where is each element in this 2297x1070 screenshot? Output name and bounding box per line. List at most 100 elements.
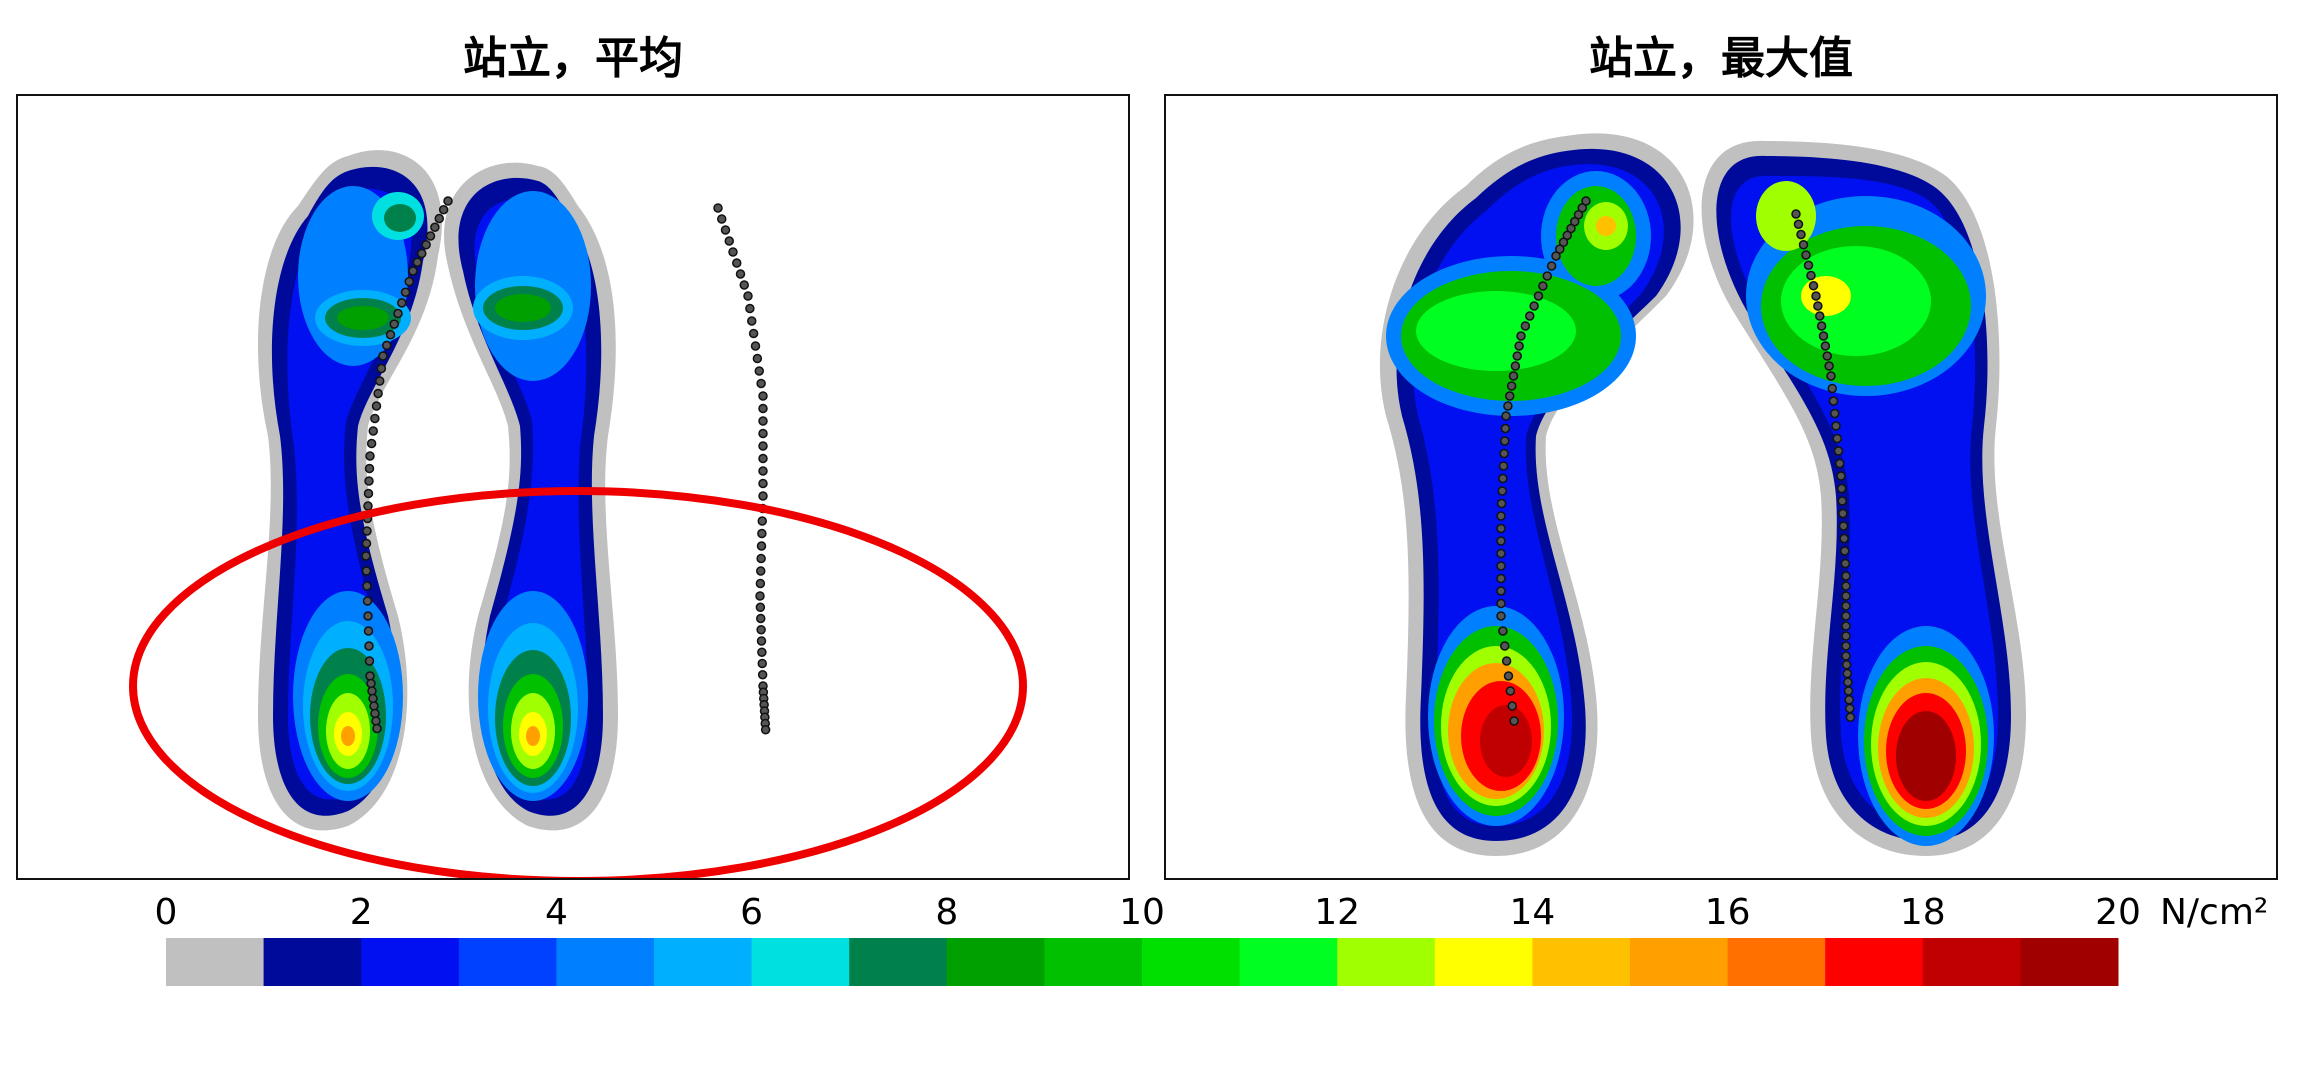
cop-point <box>1806 270 1816 281</box>
colorbar-svg: 0 2 4 6 8 10 12 14 16 18 20 N/cm² <box>155 892 2268 986</box>
colorbar-cell <box>263 938 362 986</box>
cop-point <box>732 258 742 268</box>
cop-point <box>1500 436 1510 446</box>
cop-point <box>1498 626 1508 636</box>
cop-point <box>1838 508 1848 519</box>
cop-point <box>364 476 374 486</box>
cop-point <box>1514 341 1524 351</box>
cop-point <box>1827 383 1837 394</box>
colorbar-cell <box>946 938 1045 986</box>
cop-point <box>361 538 372 549</box>
cop-point <box>1496 561 1506 571</box>
cop-point <box>376 363 387 374</box>
cop-point <box>1811 291 1821 301</box>
colorbar-cell <box>1434 938 1533 986</box>
cop-point <box>1538 281 1548 291</box>
cop-point <box>1542 271 1552 281</box>
cop-point <box>743 291 753 301</box>
cop-point <box>1498 473 1508 484</box>
cop-point <box>443 196 453 206</box>
colorbar-unit-label: N/cm² <box>2160 892 2268 933</box>
cop-point <box>365 671 375 681</box>
cop-point <box>1497 486 1507 496</box>
cop-point <box>362 581 372 591</box>
cop-point <box>1500 641 1510 651</box>
colorbar-cell <box>1532 938 1631 986</box>
cop-point <box>438 205 449 215</box>
cop-point <box>756 553 766 564</box>
cop-point <box>717 214 727 224</box>
colorbar-cell <box>1922 938 2021 986</box>
cop-point <box>1822 351 1832 361</box>
cop-point <box>1529 301 1539 311</box>
colorbar-cell <box>361 938 460 986</box>
cop-point <box>745 303 755 314</box>
cop-point <box>1510 361 1521 371</box>
cop-point <box>756 613 766 624</box>
cop-point <box>1815 311 1825 321</box>
cop-point <box>757 516 767 526</box>
cop-point <box>1496 548 1506 559</box>
cop-point <box>1496 611 1506 621</box>
cop-point <box>1840 558 1851 569</box>
cop-point <box>1833 446 1844 456</box>
cop-point <box>382 340 392 351</box>
cop-point <box>728 247 738 257</box>
colorbar: 0 2 4 6 8 10 12 14 16 18 20 N/cm² <box>0 890 2297 1000</box>
cop-point <box>1840 546 1850 556</box>
cop-point <box>1503 401 1513 411</box>
cop-point <box>361 551 371 561</box>
cop-point <box>1509 716 1519 726</box>
cop-point <box>408 266 418 276</box>
colorbar-cell <box>654 938 753 986</box>
left-foot-maximum <box>1379 133 1694 857</box>
cop-point <box>757 528 767 539</box>
cop-point <box>1841 651 1851 661</box>
cop-point <box>1841 621 1851 631</box>
cop-point <box>755 602 766 612</box>
colorbar-cell <box>1239 938 1338 986</box>
colorbar-cell <box>556 938 655 986</box>
cop-point <box>363 501 373 511</box>
cop-point <box>713 203 723 213</box>
cop-point <box>758 491 768 501</box>
cop-point <box>430 222 440 232</box>
cop-point <box>758 416 768 426</box>
cop-point <box>434 213 444 224</box>
cop-point <box>1496 523 1506 534</box>
maximum-pressure-plot <box>1379 133 2026 857</box>
cop-point <box>1546 261 1557 271</box>
colorbar-tick-label: 10 <box>1119 892 1165 933</box>
cop-point <box>1496 598 1506 609</box>
cop-point <box>1500 423 1511 434</box>
cop-point <box>1832 433 1842 444</box>
cop-point <box>758 478 768 489</box>
cop-point <box>1841 660 1852 670</box>
cop-point <box>1791 209 1801 219</box>
cop-point <box>752 353 763 364</box>
cop-point <box>757 647 767 657</box>
cop-point <box>1496 536 1506 546</box>
colorbar-cell <box>458 938 557 986</box>
cop-point <box>758 466 768 476</box>
colorbar-cell <box>1142 938 1241 986</box>
cop-point <box>1507 701 1517 711</box>
cop-point <box>1516 331 1526 341</box>
cop-point <box>1496 573 1506 584</box>
colorbar-tick-label: 0 <box>155 892 178 933</box>
cop-point <box>1505 686 1516 696</box>
cop-point <box>366 438 377 449</box>
right-foot-maximum <box>1701 140 2026 856</box>
cop-point <box>1501 411 1511 421</box>
colorbar-cell <box>1825 938 1924 986</box>
cop-point <box>366 678 376 689</box>
cop-point <box>389 319 399 329</box>
cop-point <box>1506 381 1517 391</box>
cop-point <box>1843 686 1854 696</box>
cop-point <box>361 566 372 576</box>
cop-trail-average <box>361 196 771 735</box>
colorbar-cell <box>1727 938 1826 986</box>
cop-point <box>425 231 436 241</box>
cop-point <box>378 351 388 361</box>
cop-point <box>1837 496 1847 506</box>
